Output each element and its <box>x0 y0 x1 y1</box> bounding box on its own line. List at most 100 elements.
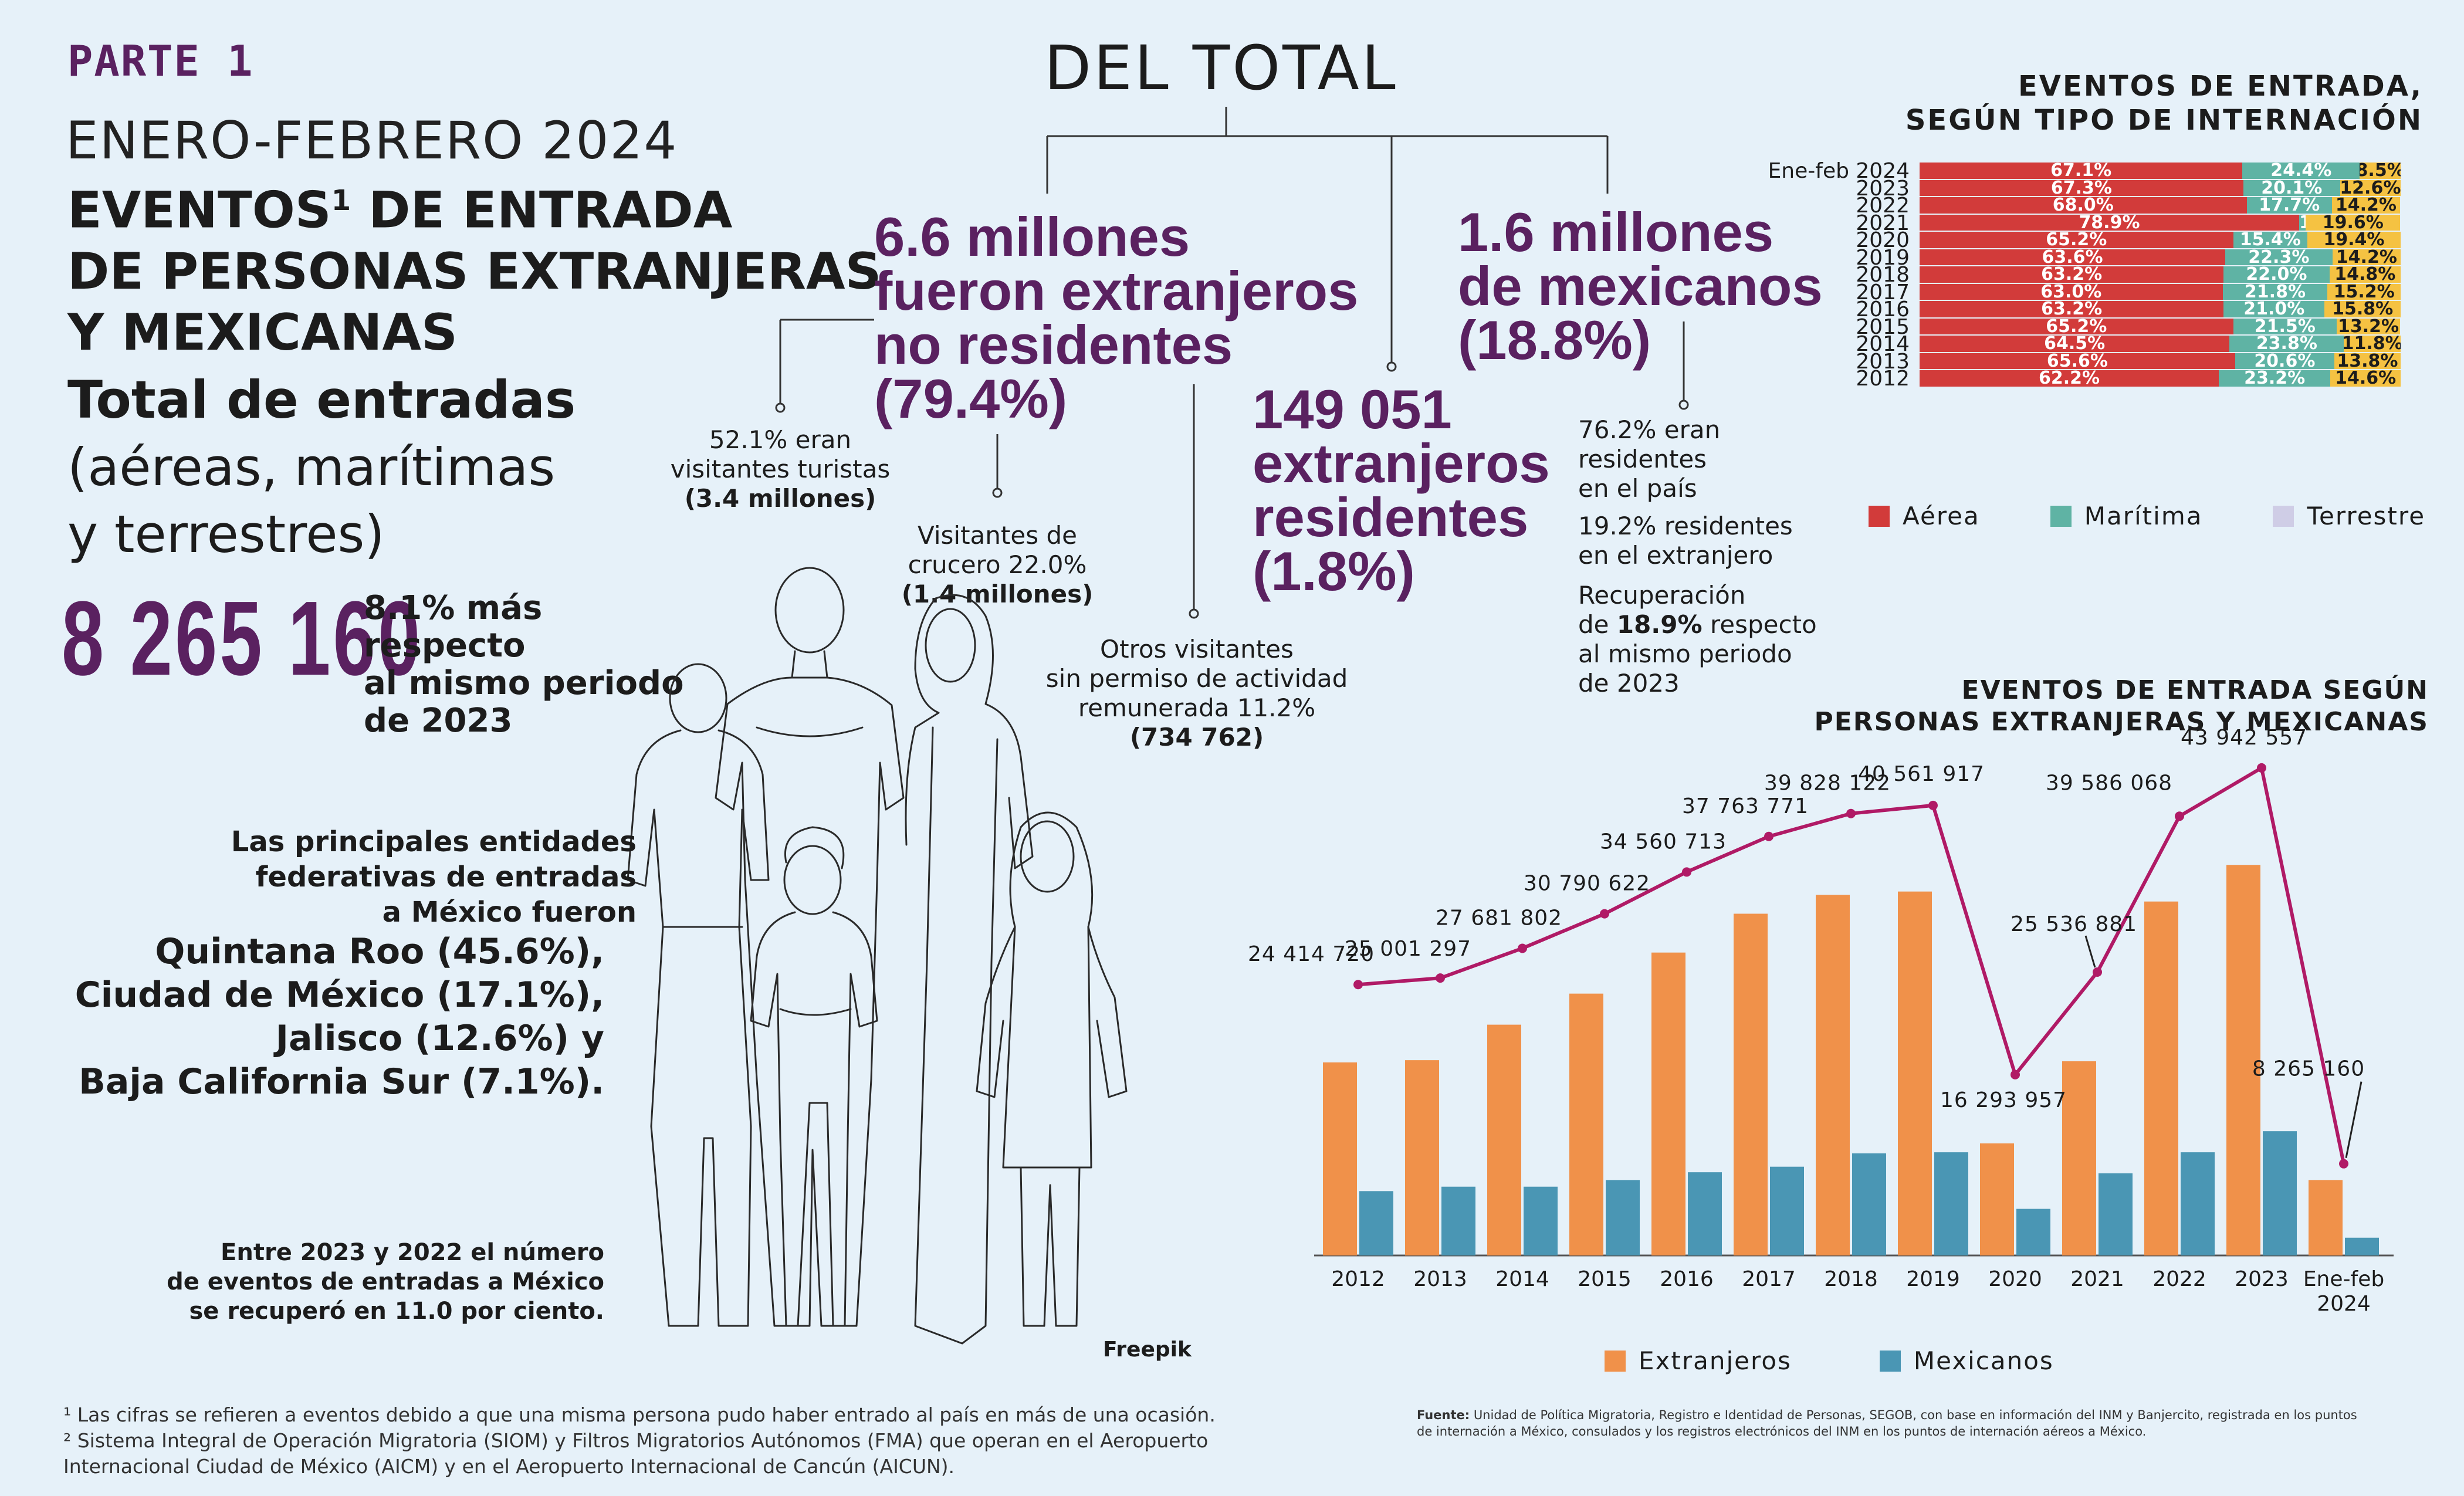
tipo-bar-terrestre: 14.6% <box>2330 370 2401 387</box>
entidad-item: Jalisco (12.6%) y <box>275 1018 604 1059</box>
tipo-bar-aerea: 62.2% <box>1920 370 2219 387</box>
tipo-bar-row: 64.5% 23.8% 11.8% <box>1920 336 2401 352</box>
mex-recup-line3: al mismo periodo <box>1578 639 1792 668</box>
footnote-1: ¹ Las cifras se refieren a eventos debid… <box>63 1403 1216 1426</box>
mex-ext-line2: en el extranjero <box>1578 541 1773 570</box>
tipo-bar-aerea: 67.3% <box>1920 180 2243 196</box>
tipo-bar-maritima: 20.6% <box>2235 353 2334 369</box>
tipo-bar-maritima: 23.2% <box>2219 370 2331 387</box>
total-point-label: 25 001 297 <box>1345 937 1471 961</box>
no-residentes-block: 6.6 millones fueron extranjeros no resid… <box>874 209 1358 429</box>
x-tick-label: 2020 <box>1988 1267 2042 1291</box>
footnotes: ¹ Las cifras se refieren a eventos debid… <box>63 1402 1266 1480</box>
tipo-year-label: 2023 <box>1856 176 1910 201</box>
total-subtitle-line2: y terrestres) <box>67 504 385 564</box>
mexicanos-line3: (18.8%) <box>1458 309 1651 371</box>
total-point <box>1928 800 1938 810</box>
total-point <box>1518 943 1527 953</box>
otros-line2: sin permiso de actividad <box>1045 664 1348 693</box>
legend-extranjeros: Extranjeros <box>1605 1346 1792 1375</box>
main-title-line3: Y MEXICANAS <box>67 303 458 362</box>
personas-chart-title-line2: PERSONAS EXTRANJERAS Y MEXICANAS <box>1814 707 2429 737</box>
tipo-year-label: 2017 <box>1856 280 1910 304</box>
entidades-intro: Las principales entidades federativas de… <box>88 824 637 930</box>
tipo-year-label: 2014 <box>1856 332 1910 356</box>
x-tick-label: 2012 <box>1331 1267 1385 1291</box>
bar-mexicanos <box>1441 1186 1475 1255</box>
tipo-bar-terrestre: 15.8% <box>2324 301 2401 317</box>
total-point-label: 16 293 957 <box>1940 1088 2067 1112</box>
bar-extranjeros <box>1816 895 1850 1255</box>
tipo-bar-aerea: 67.1% <box>1920 163 2243 179</box>
x-tick-label: 2024 <box>2317 1292 2371 1316</box>
total-point <box>2257 763 2266 773</box>
tipo-bar-row: 63.0% 21.8% 15.2% <box>1920 283 2401 300</box>
tipo-bar-aerea: 78.9% <box>1920 214 2299 231</box>
mexicanos-block: 1.6 millones de mexicanos (18.8%) <box>1458 205 1823 371</box>
total-subtitle-line1: (aéreas, marítimas <box>67 437 556 497</box>
total-point-label: 25 536 881 <box>2011 912 2137 936</box>
tipo-year-label: 2012 <box>1856 367 1910 391</box>
bar-extranjeros <box>1980 1143 2014 1255</box>
bar-extranjeros <box>1898 891 1932 1255</box>
entidad-item: Baja California Sur (7.1%). <box>79 1061 604 1102</box>
total-point-label: 30 790 622 <box>1524 872 1650 896</box>
bar-mexicanos <box>1934 1152 1968 1255</box>
source-text: Unidad de Política Migratoria, Registro … <box>1417 1408 2357 1439</box>
otros-line1: Otros visitantes <box>1100 635 1294 664</box>
no-residentes-line4: (79.4%) <box>874 368 1068 429</box>
tipo-chart-legend: Aérea Marítima Terrestre <box>1869 502 2425 530</box>
x-tick-label: 2016 <box>1660 1267 1714 1291</box>
tipo-bar-row: 63.2% 22.0% 14.8% <box>1920 266 2401 283</box>
x-tick-label: 2013 <box>1413 1267 1467 1291</box>
tipo-bar-row: 67.1%24.4%8.5% <box>1920 163 2401 179</box>
tipo-bar-aerea: 63.2% <box>1920 266 2224 283</box>
tipo-bar-row: 78.9%1.4%19.6% <box>1920 212 2401 233</box>
residentes-line3: residentes <box>1253 486 1529 548</box>
crucero-stat: Visitantes de crucero 22.0% (1.4 millone… <box>868 521 1126 609</box>
tipo-bar-maritima: 23.8% <box>2229 336 2344 352</box>
residentes-line2: extranjeros <box>1253 432 1550 494</box>
bar-mexicanos <box>1524 1186 1558 1255</box>
tipo-bar-maritima: 15.4% <box>2233 232 2307 248</box>
source-note: Fuente: Unidad de Política Migratoria, R… <box>1417 1407 2367 1440</box>
personas-chart-title: EVENTOS DE ENTRADA SEGÚN PERSONAS EXTRAN… <box>1701 675 2429 738</box>
total-change: 8.1% más respecto al mismo periodo de 20… <box>364 590 692 740</box>
tipo-bar-aerea: 65.6% <box>1920 353 2235 369</box>
x-tick-label: 2014 <box>1495 1267 1549 1291</box>
del-total-heading: DEL TOTAL <box>1044 32 1398 104</box>
recuperacion-line2: de eventos de entradas a México <box>167 1268 604 1295</box>
mex-pais-line1: 76.2% eran <box>1578 415 1721 444</box>
legend-swatch <box>2273 505 2294 527</box>
total-point-label: 40 561 917 <box>1858 762 1985 786</box>
tipo-bar-aerea: 63.6% <box>1920 249 2225 265</box>
turistas-line3: (3.4 millones) <box>684 484 876 513</box>
tipo-bar-maritima: 17.7% <box>2246 197 2332 214</box>
tipo-year-label: 2018 <box>1856 263 1910 287</box>
mex-pais-line2: residentes <box>1578 445 1707 473</box>
total-change-line3: de 2023 <box>364 702 513 740</box>
tipo-bar-row: 68.0% 17.7% 14.2% <box>1920 197 2401 214</box>
turistas-stat: 52.1% eran visitantes turistas (3.4 mill… <box>645 425 915 513</box>
tipo-bar-terrestre: 14.8% <box>2329 266 2401 283</box>
entidad-item: Quintana Roo (45.6%), <box>155 931 604 972</box>
tipo-bar-aerea: 68.0% <box>1920 197 2247 214</box>
tipo-bar-aerea: 63.0% <box>1920 283 2223 300</box>
label-leader <box>2345 1081 2363 1158</box>
tipo-bar-maritima: 21.8% <box>2222 283 2328 300</box>
total-point <box>2011 1069 2020 1079</box>
tipo-bar-aerea: 64.5% <box>1920 336 2230 352</box>
total-subtitle: (aéreas, marítimas y terrestres) <box>67 434 555 568</box>
total-point-label: 24 414 720 <box>1248 942 1375 966</box>
bar-extranjeros <box>1487 1024 1521 1255</box>
legend-mexicanos: Mexicanos <box>1879 1346 2054 1375</box>
tipo-bar-aerea: 63.2% <box>1920 301 2224 317</box>
tipo-bar-row: 65.2% 21.5% 13.2% <box>1920 318 2401 334</box>
tipo-bar-row: 62.2% 23.2% 14.6% <box>1920 370 2401 387</box>
bar-extranjeros <box>1651 952 1685 1255</box>
image-credit: Freepik <box>1103 1338 1192 1362</box>
residentes-line1: 149 051 <box>1253 378 1452 440</box>
bar-extranjeros <box>1569 993 1603 1255</box>
legend-swatch <box>1879 1350 1901 1372</box>
